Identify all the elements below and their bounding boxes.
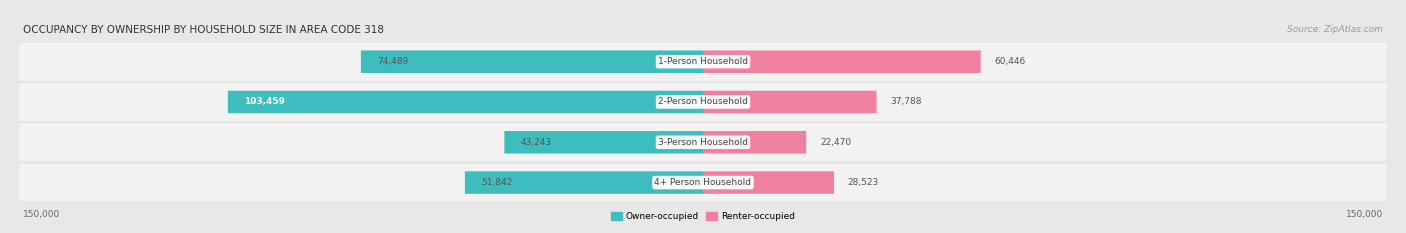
Text: 4+ Person Household: 4+ Person Household [655, 178, 751, 187]
Text: Source: ZipAtlas.com: Source: ZipAtlas.com [1286, 25, 1382, 34]
Text: 74,489: 74,489 [377, 57, 408, 66]
Text: 103,459: 103,459 [243, 97, 285, 106]
FancyBboxPatch shape [505, 131, 703, 154]
Legend: Owner-occupied, Renter-occupied: Owner-occupied, Renter-occupied [612, 212, 794, 221]
Text: OCCUPANCY BY OWNERSHIP BY HOUSEHOLD SIZE IN AREA CODE 318: OCCUPANCY BY OWNERSHIP BY HOUSEHOLD SIZE… [24, 25, 384, 35]
Text: 28,523: 28,523 [848, 178, 879, 187]
FancyBboxPatch shape [361, 51, 703, 73]
Text: 43,243: 43,243 [520, 138, 551, 147]
FancyBboxPatch shape [703, 51, 980, 73]
FancyBboxPatch shape [703, 131, 806, 154]
FancyBboxPatch shape [18, 42, 1388, 81]
Text: 22,470: 22,470 [820, 138, 851, 147]
FancyBboxPatch shape [703, 171, 834, 194]
FancyBboxPatch shape [703, 91, 876, 113]
Text: 3-Person Household: 3-Person Household [658, 138, 748, 147]
Text: 51,842: 51,842 [481, 178, 512, 187]
FancyBboxPatch shape [18, 163, 1388, 202]
FancyBboxPatch shape [228, 91, 703, 113]
Text: 2-Person Household: 2-Person Household [658, 97, 748, 106]
Text: 150,000: 150,000 [24, 210, 60, 219]
Text: 1-Person Household: 1-Person Household [658, 57, 748, 66]
FancyBboxPatch shape [18, 83, 1388, 121]
Text: 60,446: 60,446 [994, 57, 1025, 66]
Text: 37,788: 37,788 [890, 97, 922, 106]
FancyBboxPatch shape [18, 123, 1388, 162]
Text: 150,000: 150,000 [1346, 210, 1382, 219]
FancyBboxPatch shape [465, 171, 703, 194]
